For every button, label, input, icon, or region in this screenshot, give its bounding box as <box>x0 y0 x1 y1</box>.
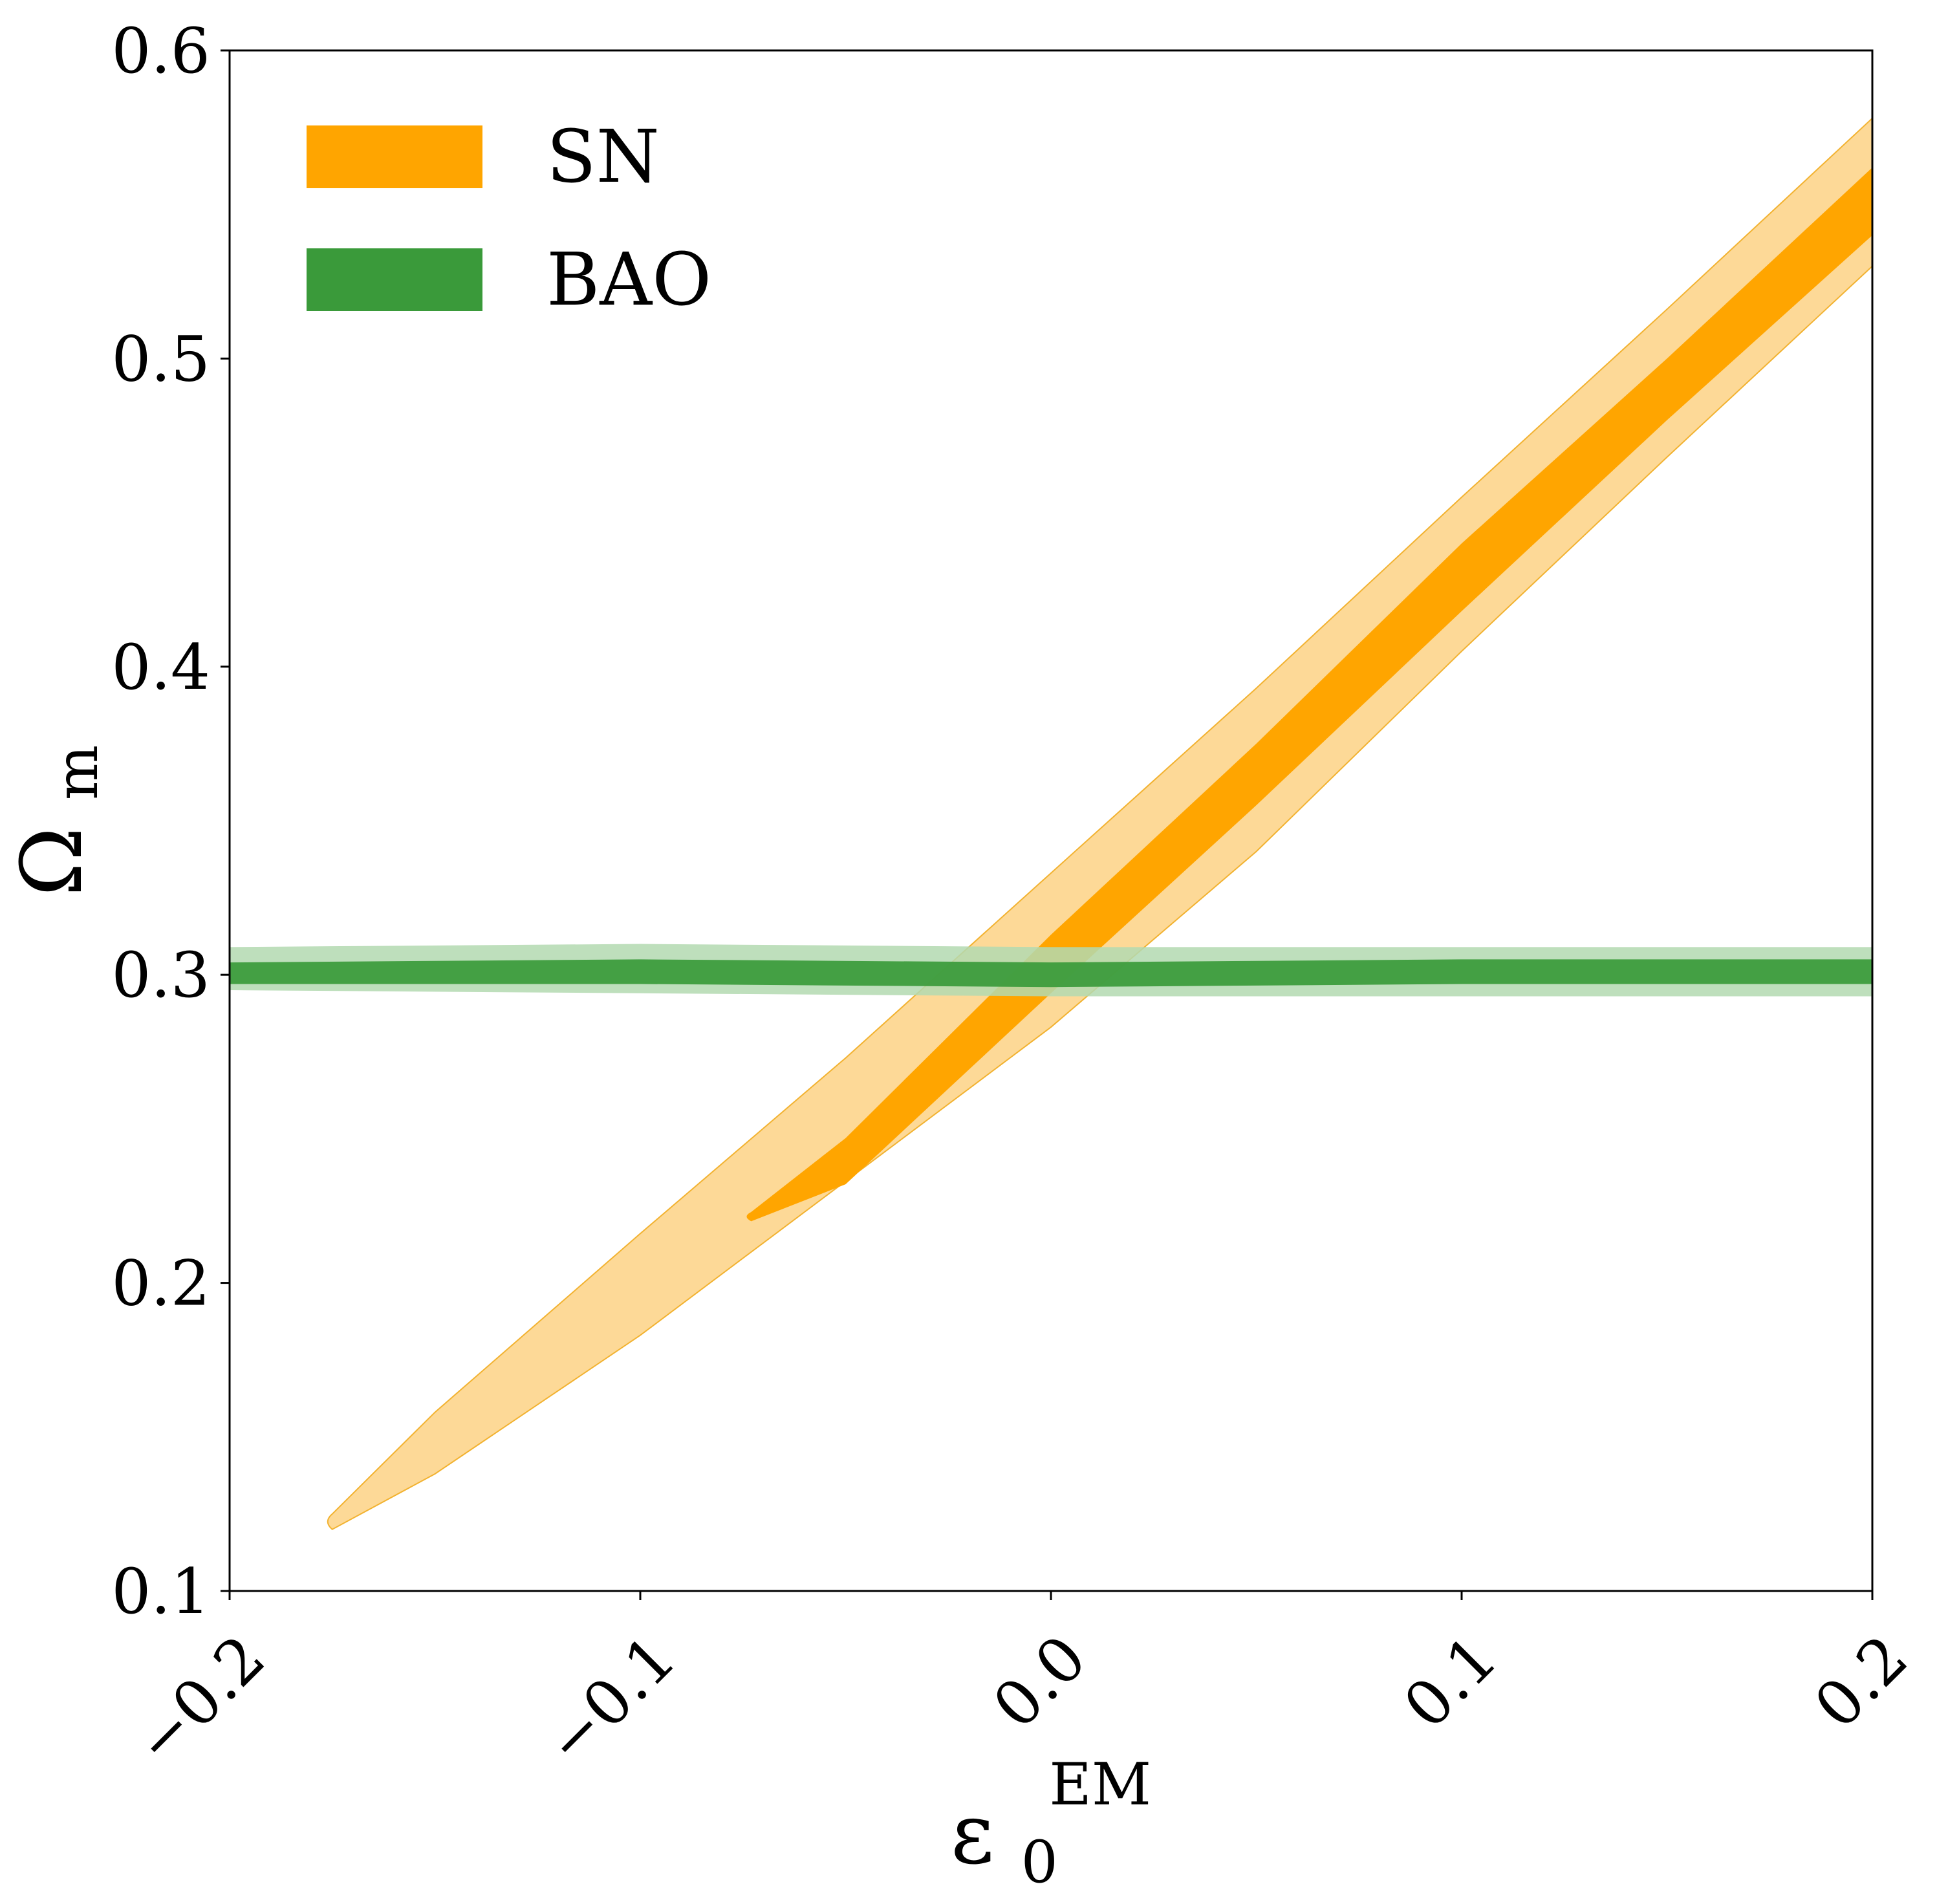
bao-contour-1sigma <box>230 959 1872 988</box>
legend-swatch-bao <box>307 248 482 311</box>
legend: SN BAO <box>307 115 711 322</box>
legend-swatch-sn <box>307 125 482 188</box>
contours-layer <box>230 117 1872 1530</box>
y-tick-label: 0.2 <box>111 1248 210 1320</box>
legend-label-sn: SN <box>546 115 660 199</box>
x-axis-label-sub: 0 <box>1021 1828 1058 1896</box>
y-tick-label: 0.4 <box>111 631 210 704</box>
y-tick-label: 0.5 <box>111 323 210 395</box>
legend-label-bao: BAO <box>546 238 711 322</box>
y-axis-label-main: Ω <box>3 827 101 896</box>
y-tick-label: 0.3 <box>111 939 210 1012</box>
x-axis-label-sup: EM <box>1049 1751 1151 1819</box>
x-axis-label-main: ε <box>951 1784 994 1883</box>
y-tick-label: 0.6 <box>111 15 210 87</box>
y-tick-label: 0.1 <box>111 1555 210 1628</box>
y-axis-label-sub: m <box>43 745 111 800</box>
y-axis-label: Ω m <box>3 745 111 896</box>
x-axis-label: ε 0 EM <box>951 1751 1151 1902</box>
